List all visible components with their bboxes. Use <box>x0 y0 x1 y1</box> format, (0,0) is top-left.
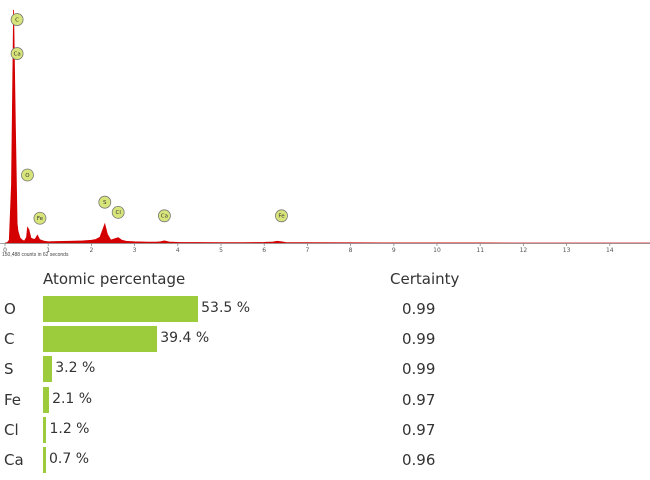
x-tick-label-11: 11 <box>476 247 484 254</box>
peak-label-ca-6: Ca <box>158 209 171 223</box>
atomic-percentage-value: 1.2 % <box>49 420 90 437</box>
x-tick-label-2: 2 <box>89 247 93 254</box>
x-tick-label-9: 9 <box>392 247 396 254</box>
certainty-value: 0.96 <box>402 451 436 469</box>
certainty-value: 0.99 <box>402 330 436 349</box>
spectrum-series <box>4 9 650 244</box>
element-label: S <box>4 360 14 379</box>
peak-label-circle <box>275 209 288 223</box>
peak-label-fe-3: Fe <box>33 211 47 225</box>
peak-label-s-4: S <box>98 195 112 209</box>
composition-row-o: O 53.5 % 0.99 <box>0 296 650 322</box>
peak-label-text: Ca <box>161 214 168 220</box>
atomic-percentage-bar <box>43 447 46 473</box>
peak-label-text: C <box>15 17 19 23</box>
atomic-percentage-value: 39.4 % <box>160 330 210 347</box>
peak-label-c-0: C <box>10 13 24 26</box>
certainty-value: 0.97 <box>402 390 436 409</box>
element-label: Fe <box>4 390 22 409</box>
atomic-percentage-header: Atomic percentage <box>43 270 186 288</box>
x-tick-label-5: 5 <box>219 247 223 254</box>
spectrum-caption: 150,488 counts in 62 seconds <box>2 252 69 258</box>
composition-row-fe: Fe 2.1 % 0.97 <box>0 386 650 413</box>
atomic-percentage-bar <box>43 386 50 413</box>
peak-label-text: Fe <box>37 216 44 222</box>
certainty-value: 0.99 <box>402 300 436 318</box>
peak-label-circle <box>111 205 125 219</box>
element-label: Cl <box>4 420 19 439</box>
element-label: O <box>4 300 16 318</box>
atomic-percentage-value: 3.2 % <box>55 360 96 377</box>
element-label: C <box>4 330 15 349</box>
composition-row-c: C 39.4 % 0.99 <box>0 326 650 353</box>
peak-label-text: Cl <box>115 210 121 216</box>
x-tick-label-0: 0 <box>3 247 7 254</box>
atomic-percentage-value: 0.7 % <box>49 451 90 467</box>
atomic-percentage-value: 2.1 % <box>52 390 93 407</box>
peak-label-o-2: O <box>21 168 34 182</box>
peak-label-circle <box>158 209 171 223</box>
x-tick-label-12: 12 <box>520 247 528 254</box>
x-tick-label-7: 7 <box>305 247 309 254</box>
peak-label-fe-7: Fe <box>275 209 288 223</box>
atomic-percentage-bar <box>43 296 199 322</box>
x-tick-label-8: 8 <box>349 247 353 254</box>
x-tick-label-3: 3 <box>133 247 137 254</box>
certainty-value: 0.99 <box>402 360 436 379</box>
peak-label-text: O <box>25 173 30 179</box>
x-tick-label-4: 4 <box>176 247 180 254</box>
x-tick-label-13: 13 <box>563 247 571 254</box>
peak-label-text: S <box>103 200 107 206</box>
atomic-percentage-bar <box>43 416 47 443</box>
peak-label-cl-5: Cl <box>111 205 125 219</box>
x-tick-label-10: 10 <box>433 247 441 254</box>
atomic-percentage-value: 53.5 % <box>201 300 251 316</box>
peak-label-text: Fe <box>278 214 285 220</box>
peak-label-text: Ca <box>13 51 20 57</box>
peak-label-circle <box>98 195 112 209</box>
certainty-header: Certainty <box>390 270 460 288</box>
x-tick-label-14: 14 <box>606 247 614 254</box>
composition-row-ca: Ca 0.7 % 0.96 <box>0 447 650 473</box>
peak-label-circle <box>21 168 34 182</box>
atomic-percentage-bar <box>43 356 53 383</box>
peak-label-circle <box>10 47 24 60</box>
element-label: Ca <box>4 451 24 469</box>
composition-row-s: S 3.2 % 0.99 <box>0 356 650 383</box>
peak-label-circle <box>10 13 24 26</box>
peak-label-circle <box>33 211 47 225</box>
atomic-percentage-bar <box>43 326 158 353</box>
certainty-value: 0.97 <box>402 420 436 439</box>
x-tick-label-6: 6 <box>262 247 266 254</box>
x-tick-label-1: 1 <box>46 247 50 254</box>
peak-label-ca-1: Ca <box>10 47 24 60</box>
composition-row-cl: Cl 1.2 % 0.97 <box>0 416 650 443</box>
